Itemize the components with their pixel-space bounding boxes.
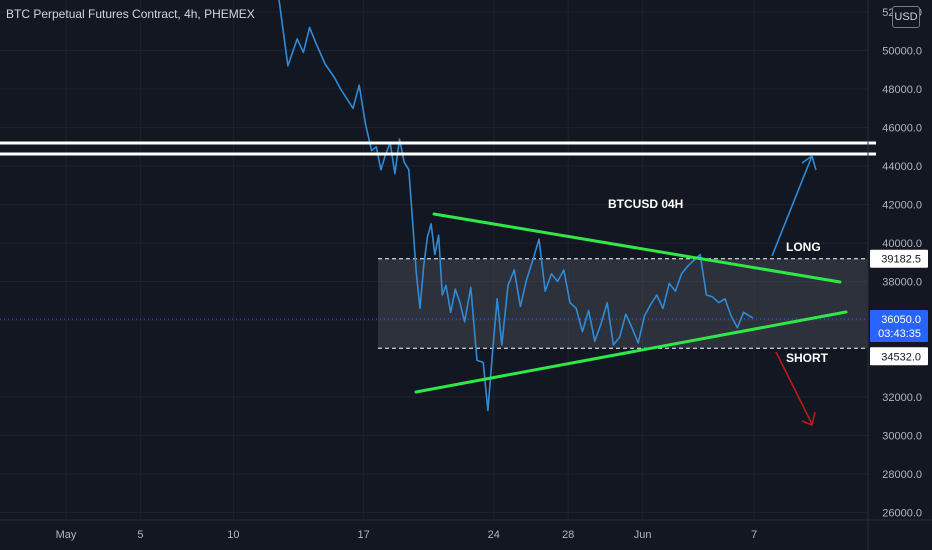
x-tick-label: 5 <box>137 529 143 541</box>
last-price-label-bg <box>870 310 928 343</box>
long-arrow-head <box>801 154 817 171</box>
y-tick-label: 46000.0 <box>882 123 922 135</box>
range-lower-price-label-bg <box>870 347 928 366</box>
price-line <box>278 0 754 412</box>
chart-title: BTC Perpetual Futures Contract, 4h, PHEM… <box>6 7 255 21</box>
countdown-label: 03:43:35 <box>878 328 921 340</box>
range-lower-price-label: 34532.0 <box>881 351 921 363</box>
y-tick-label: 48000.0 <box>882 84 922 96</box>
x-tick-label: 7 <box>751 529 757 541</box>
range-box <box>0 258 868 349</box>
triangle-lower-line <box>414 310 848 394</box>
price-series <box>278 0 754 412</box>
long-label: LONG <box>786 240 821 254</box>
short-label: SHORT <box>786 351 829 365</box>
y-tick-label: 28000.0 <box>882 469 922 481</box>
y-tick-label: 38000.0 <box>882 277 922 289</box>
chart-annotation-label: BTCUSD 04H <box>608 197 683 211</box>
x-tick-label: 28 <box>562 529 574 541</box>
range-upper-price-label-bg <box>870 249 928 268</box>
y-tick-label: 42000.0 <box>882 200 922 212</box>
x-tick-label: May <box>56 529 77 541</box>
drawings: BTCUSD 04H LONG SHORT <box>0 141 876 427</box>
long-arrow <box>771 155 813 257</box>
y-tick-label: 26000.0 <box>882 508 922 520</box>
currency-badge[interactable]: USD <box>892 6 920 28</box>
y-tick-label: 32000.0 <box>882 392 922 404</box>
x-tick-label: 10 <box>227 529 239 541</box>
range-rect <box>378 258 868 349</box>
triangle-upper-line <box>432 212 842 284</box>
x-tick-label: 24 <box>488 529 500 541</box>
x-tick-label: 17 <box>357 529 369 541</box>
short-arrow-head <box>801 411 816 427</box>
price-labels: 39182.5 34532.0 36050.0 03:43:35 <box>870 249 928 366</box>
y-tick-label: 40000.0 <box>882 238 922 250</box>
last-price-label: 36050.0 <box>881 314 921 326</box>
short-arrow <box>775 351 813 425</box>
range-upper-price-label: 39182.5 <box>881 254 921 266</box>
y-tick-label: 30000.0 <box>882 431 922 443</box>
x-tick-label: Jun <box>634 529 652 541</box>
y-tick-label: 44000.0 <box>882 161 922 173</box>
y-tick-label: 50000.0 <box>882 46 922 58</box>
grid <box>0 0 868 520</box>
